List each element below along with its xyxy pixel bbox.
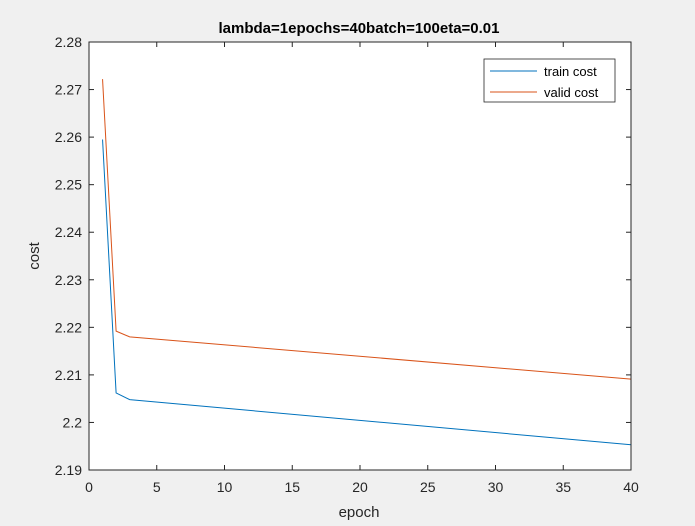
y-tick-label: 2.28	[55, 34, 82, 50]
x-tick-label: 5	[153, 479, 161, 495]
x-tick-label: 15	[284, 479, 300, 495]
y-axis-label: cost	[26, 241, 43, 269]
y-axis-ticks: 2.19 2.2 2.21 2.22 2.23 2.24 2.25 2.26 2.27 2.28	[55, 34, 631, 478]
y-tick-label: 2.21	[55, 367, 82, 383]
y-tick-label: 2.25	[55, 177, 82, 193]
x-tick-label: 20	[352, 479, 368, 495]
x-tick-label: 25	[420, 479, 436, 495]
x-tick-label: 40	[623, 479, 639, 495]
series-line-train-cost	[102, 139, 632, 446]
y-tick-label: 2.19	[55, 462, 82, 478]
y-tick-label: 2.26	[55, 129, 82, 145]
x-tick-label: 30	[488, 479, 504, 495]
x-tick-label: 0	[85, 479, 93, 495]
y-tick-label: 2.27	[55, 82, 82, 98]
legend: train cost valid cost	[483, 58, 616, 103]
series-line-valid-cost	[102, 79, 632, 380]
x-axis-ticks: 0 5 10 15 20 25 30 35 40	[85, 42, 639, 495]
series-lines	[102, 79, 632, 446]
plot-frame	[88, 41, 632, 471]
legend-label-train-cost: train cost	[544, 64, 597, 79]
x-axis-label: epoch	[339, 504, 380, 521]
y-tick-label: 2.2	[63, 414, 83, 430]
legend-box	[483, 58, 616, 103]
plot-area	[89, 42, 631, 470]
chart-title: lambda=1epochs=40batch=100eta=0.01	[218, 20, 499, 37]
y-tick-label: 2.24	[55, 224, 82, 240]
y-tick-label: 2.23	[55, 272, 82, 288]
y-tick-label: 2.22	[55, 319, 82, 335]
x-tick-label: 10	[217, 479, 233, 495]
legend-label-valid-cost: valid cost	[544, 85, 599, 100]
x-tick-label: 35	[555, 479, 571, 495]
